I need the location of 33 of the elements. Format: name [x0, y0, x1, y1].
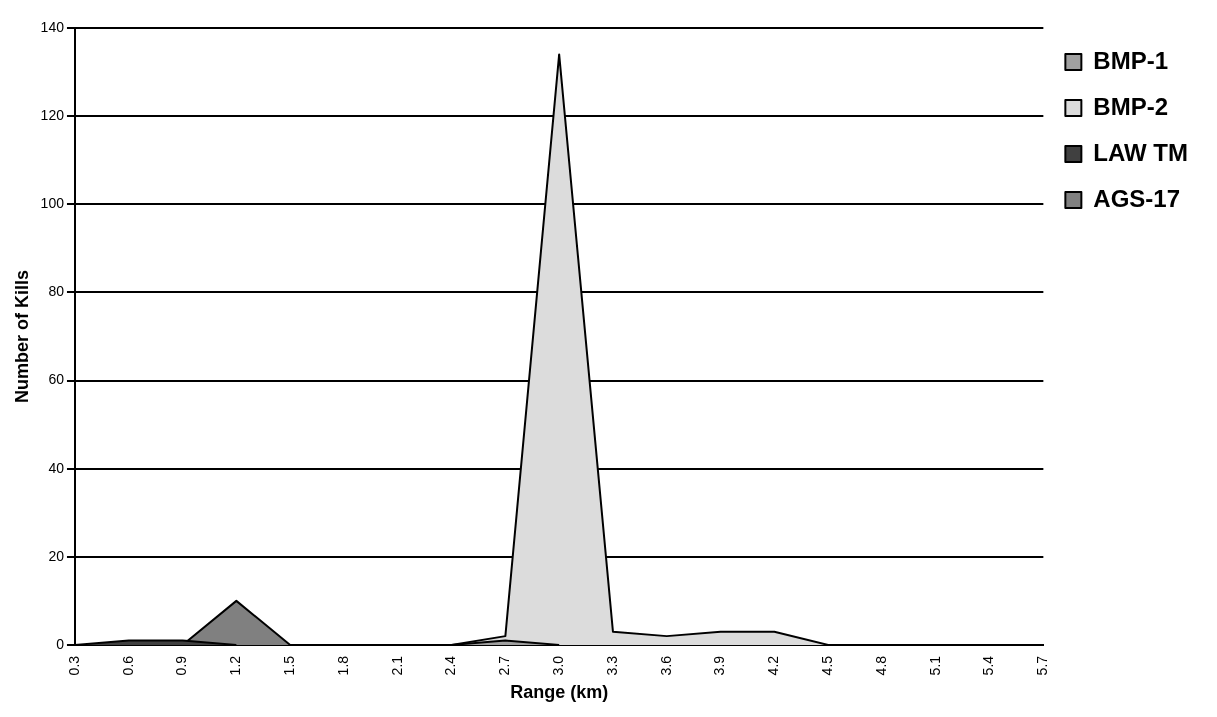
y-tick-label: 100	[40, 195, 65, 212]
x-tick-label: 4.8	[872, 655, 889, 676]
x-tick-label: 4.2	[765, 655, 782, 676]
y-tick-label: 60	[48, 371, 65, 388]
x-tick-label: 5.1	[926, 655, 943, 676]
y-tick-label: 20	[48, 547, 65, 564]
y-axis-title: Number of Kills	[11, 269, 32, 403]
y-tick-label: 120	[40, 106, 65, 123]
x-tick-label: 1.2	[227, 655, 244, 676]
x-tick-label: 4.5	[819, 655, 836, 676]
x-tick-label: 1.8	[334, 655, 351, 676]
legend-label: BMP-2	[1093, 92, 1169, 120]
x-tick-label: 2.4	[442, 655, 459, 676]
x-tick-label: 5.7	[1034, 655, 1051, 676]
y-tick-label: 80	[48, 283, 65, 300]
y-tick-label: 140	[40, 18, 65, 35]
x-tick-label: 1.5	[281, 655, 298, 676]
y-tick-label: 40	[48, 459, 65, 476]
x-tick-label: 5.4	[980, 655, 997, 676]
x-tick-label: 2.1	[388, 655, 405, 676]
legend-label: LAW TM	[1093, 138, 1188, 166]
legend-label: AGS-17	[1093, 184, 1181, 212]
x-tick-label: 2.7	[496, 655, 513, 676]
x-tick-label: 3.9	[711, 655, 728, 676]
x-tick-label: 0.9	[173, 655, 190, 676]
x-tick-label: 0.6	[119, 655, 136, 676]
x-tick-label: 3.3	[603, 655, 620, 676]
x-tick-label: 3.6	[657, 655, 674, 676]
x-tick-label: 0.3	[65, 655, 82, 676]
y-tick-label: 0	[56, 635, 65, 652]
x-tick-label: 3.0	[550, 655, 567, 676]
x-axis-title: Range (km)	[510, 682, 609, 703]
legend-label: BMP-1	[1093, 46, 1169, 74]
